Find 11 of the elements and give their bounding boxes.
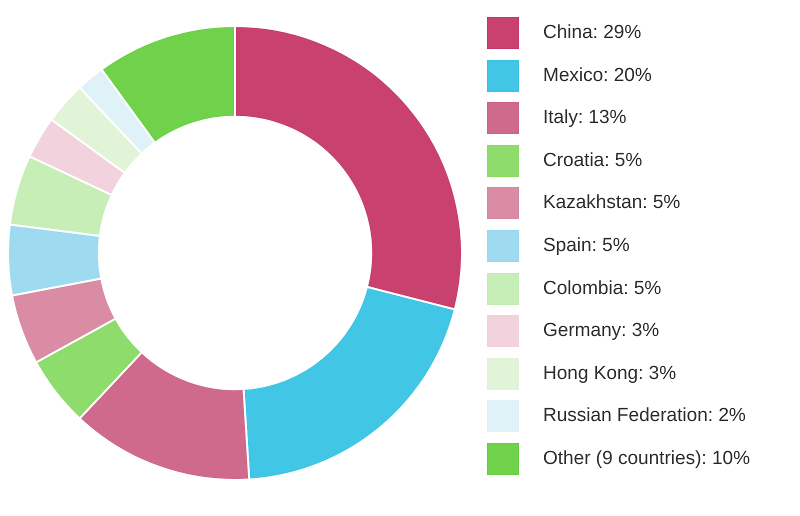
legend-label: Mexico: 20% (543, 64, 652, 87)
legend-label: Other (9 countries): 10% (543, 448, 750, 470)
legend-label: Colombia: 5% (543, 278, 662, 300)
legend-label: Spain: 5% (543, 234, 630, 257)
legend-label: Kazakhstan: 5% (543, 192, 680, 214)
legend-label: Russian Federation: 2% (543, 405, 746, 428)
legend-label: Germany: 3% (543, 320, 660, 342)
legend-label: Croatia: 5% (543, 150, 642, 172)
legend-label: Hong Kong: 3% (543, 362, 676, 385)
legend-label: Italy: 13% (543, 107, 626, 130)
legend-label: China: 29% (543, 22, 642, 44)
